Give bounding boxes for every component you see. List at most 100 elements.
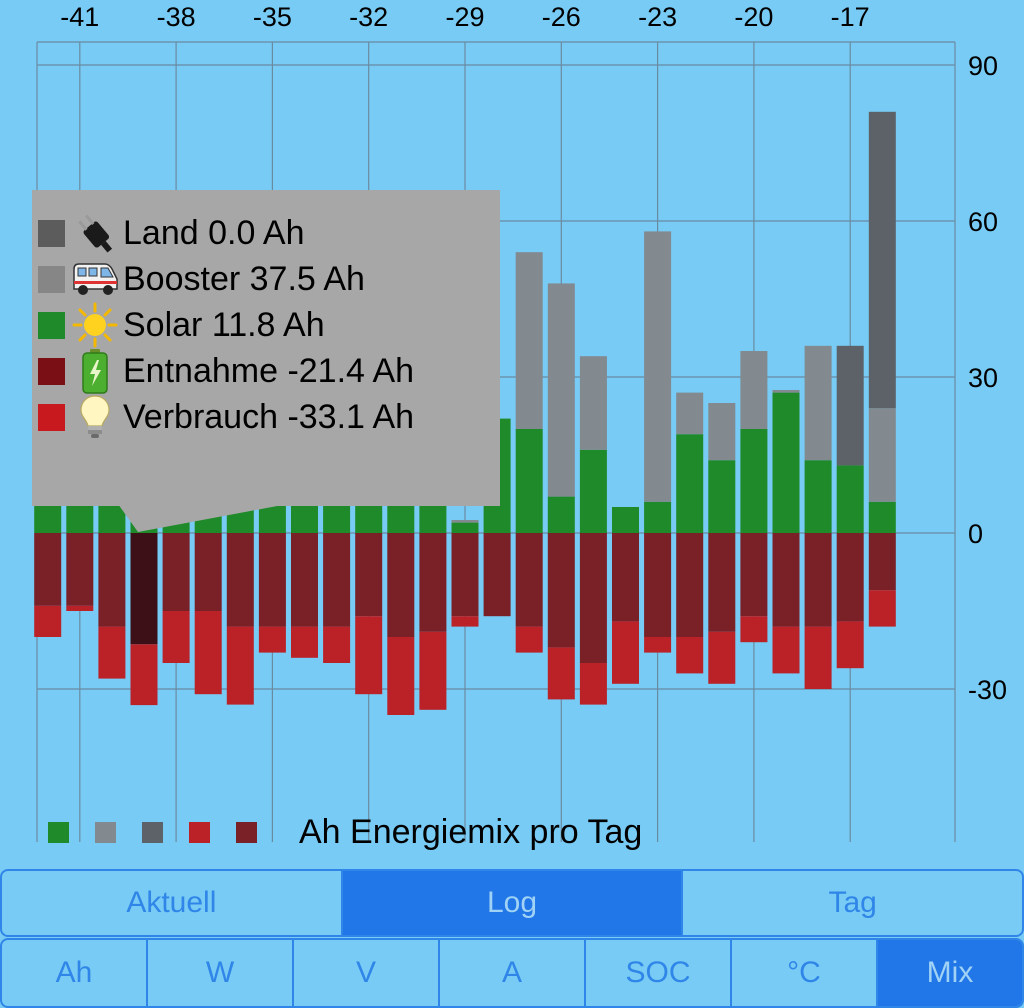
tab-a[interactable]: A bbox=[438, 940, 584, 1006]
bar-solar bbox=[772, 392, 800, 533]
tooltip-swatch-booster bbox=[38, 265, 65, 293]
bar-solar bbox=[836, 465, 864, 533]
bar-verbrauch bbox=[162, 611, 190, 663]
bars bbox=[34, 111, 896, 715]
x-tick-label: -32 bbox=[349, 2, 388, 32]
bar-verbrauch bbox=[740, 616, 768, 643]
bar-booster bbox=[451, 520, 479, 523]
bar-entnahme bbox=[772, 533, 800, 627]
bar-verbrauch bbox=[34, 605, 62, 637]
bar-entnahme bbox=[579, 533, 607, 663]
bar-entnahme bbox=[612, 533, 639, 622]
bar-entnahme bbox=[34, 533, 62, 606]
tooltip-row-land: Land 0.0 Ah bbox=[32, 210, 500, 256]
bar-solar bbox=[515, 429, 543, 533]
bar-verbrauch bbox=[772, 626, 800, 674]
tooltip-row-entnahme: Entnahme -21.4 Ah bbox=[32, 348, 500, 394]
legend-swatch-solar bbox=[48, 821, 69, 843]
bar-entnahme bbox=[676, 533, 704, 637]
legend-swatch-land bbox=[142, 821, 163, 843]
bar-verbrauch bbox=[355, 616, 383, 695]
bar-booster bbox=[676, 392, 704, 435]
x-tick-label: -41 bbox=[60, 2, 99, 32]
bar-entnahme bbox=[804, 533, 832, 627]
tab-v[interactable]: V bbox=[292, 940, 438, 1006]
tooltip-swatch-land bbox=[38, 219, 65, 247]
bar-solar bbox=[708, 460, 736, 533]
bar-entnahme bbox=[483, 533, 511, 617]
bar-solar bbox=[612, 507, 639, 533]
bar-booster bbox=[868, 408, 896, 502]
bar-entnahme bbox=[130, 533, 158, 645]
legend-swatch-entnahme bbox=[236, 821, 257, 843]
tooltip-label-verbrauch: Verbrauch -33.1 Ah bbox=[123, 397, 415, 436]
x-tick-label: -26 bbox=[542, 2, 581, 32]
bar-entnahme bbox=[419, 533, 447, 632]
tooltip-label-entnahme: Entnahme -21.4 Ah bbox=[123, 351, 415, 390]
bar-entnahme bbox=[451, 533, 479, 617]
tab-w[interactable]: W bbox=[146, 940, 292, 1006]
bar-solar bbox=[451, 522, 479, 533]
tooltip-pointer bbox=[118, 504, 288, 532]
tab-soc[interactable]: SOC bbox=[584, 940, 730, 1006]
bar-entnahme bbox=[740, 533, 768, 617]
bar-verbrauch bbox=[547, 647, 575, 700]
bar-land bbox=[836, 345, 864, 466]
bar-land bbox=[868, 111, 896, 409]
tab-ah[interactable]: Ah bbox=[55, 956, 93, 989]
bar-entnahme bbox=[323, 533, 351, 627]
tooltip-row-booster: Booster 37.5 Ah bbox=[32, 256, 500, 302]
bar-entnahme bbox=[868, 533, 896, 591]
bar-solar bbox=[740, 429, 768, 533]
legend-swatch-verbrauch bbox=[189, 821, 210, 843]
tab-mix[interactable]: Mix bbox=[876, 940, 1022, 1006]
bar-solar bbox=[868, 501, 896, 533]
y-tick-label: -30 bbox=[968, 675, 1007, 705]
bar-entnahme bbox=[387, 533, 415, 637]
bar-solar bbox=[547, 496, 575, 533]
chart-title: Ah Energiemix pro Tag bbox=[299, 812, 643, 851]
metric-segmented-control: Ah W V A SOC °C Mix bbox=[0, 938, 1024, 1008]
bar-verbrauch bbox=[258, 626, 286, 653]
bar-verbrauch bbox=[836, 621, 864, 669]
bar-verbrauch bbox=[579, 663, 607, 705]
bar-verbrauch bbox=[451, 616, 479, 627]
bar-booster bbox=[644, 231, 672, 502]
bar-verbrauch bbox=[804, 626, 832, 689]
x-tick-label: -17 bbox=[831, 2, 870, 32]
bar-verbrauch bbox=[708, 631, 736, 684]
tab-log[interactable]: Log bbox=[340, 871, 682, 935]
bar-entnahme bbox=[836, 533, 864, 622]
van-icon bbox=[71, 256, 119, 302]
legend: Ah Energiemix pro Tag bbox=[48, 808, 642, 856]
tab-tag[interactable]: Tag bbox=[681, 871, 1022, 935]
y-tick-label: 0 bbox=[968, 519, 983, 549]
tooltip-swatch-entnahme bbox=[38, 357, 65, 385]
tooltip-label-solar: Solar 11.8 Ah bbox=[123, 305, 325, 344]
bar-verbrauch bbox=[387, 637, 415, 715]
bar-verbrauch bbox=[194, 611, 222, 695]
battery-icon bbox=[71, 348, 119, 394]
bar-entnahme bbox=[515, 533, 543, 627]
bar-verbrauch bbox=[515, 626, 543, 653]
tooltip-label-booster: Booster 37.5 Ah bbox=[123, 259, 365, 298]
tooltip: Land 0.0 Ah Booster 37.5 Ah bbox=[32, 190, 500, 506]
bar-verbrauch bbox=[226, 626, 254, 705]
bar-verbrauch bbox=[66, 605, 94, 611]
tab-celsius[interactable]: °C bbox=[730, 940, 876, 1006]
bar-solar bbox=[676, 434, 704, 533]
bar-booster bbox=[740, 351, 768, 429]
bar-entnahme bbox=[194, 533, 222, 611]
tooltip-row-solar: Solar 11.8 Ah bbox=[32, 302, 500, 348]
bar-verbrauch bbox=[419, 631, 447, 710]
bar-booster bbox=[772, 390, 800, 393]
bar-booster bbox=[547, 283, 575, 497]
legend-swatch-booster bbox=[95, 821, 116, 843]
x-tick-label: -23 bbox=[638, 2, 677, 32]
bar-verbrauch bbox=[130, 644, 158, 706]
bar-entnahme bbox=[162, 533, 190, 611]
tab-aktuell[interactable]: Aktuell bbox=[126, 886, 217, 919]
bar-verbrauch bbox=[612, 621, 639, 684]
bar-entnahme bbox=[355, 533, 383, 617]
bar-entnahme bbox=[708, 533, 736, 632]
